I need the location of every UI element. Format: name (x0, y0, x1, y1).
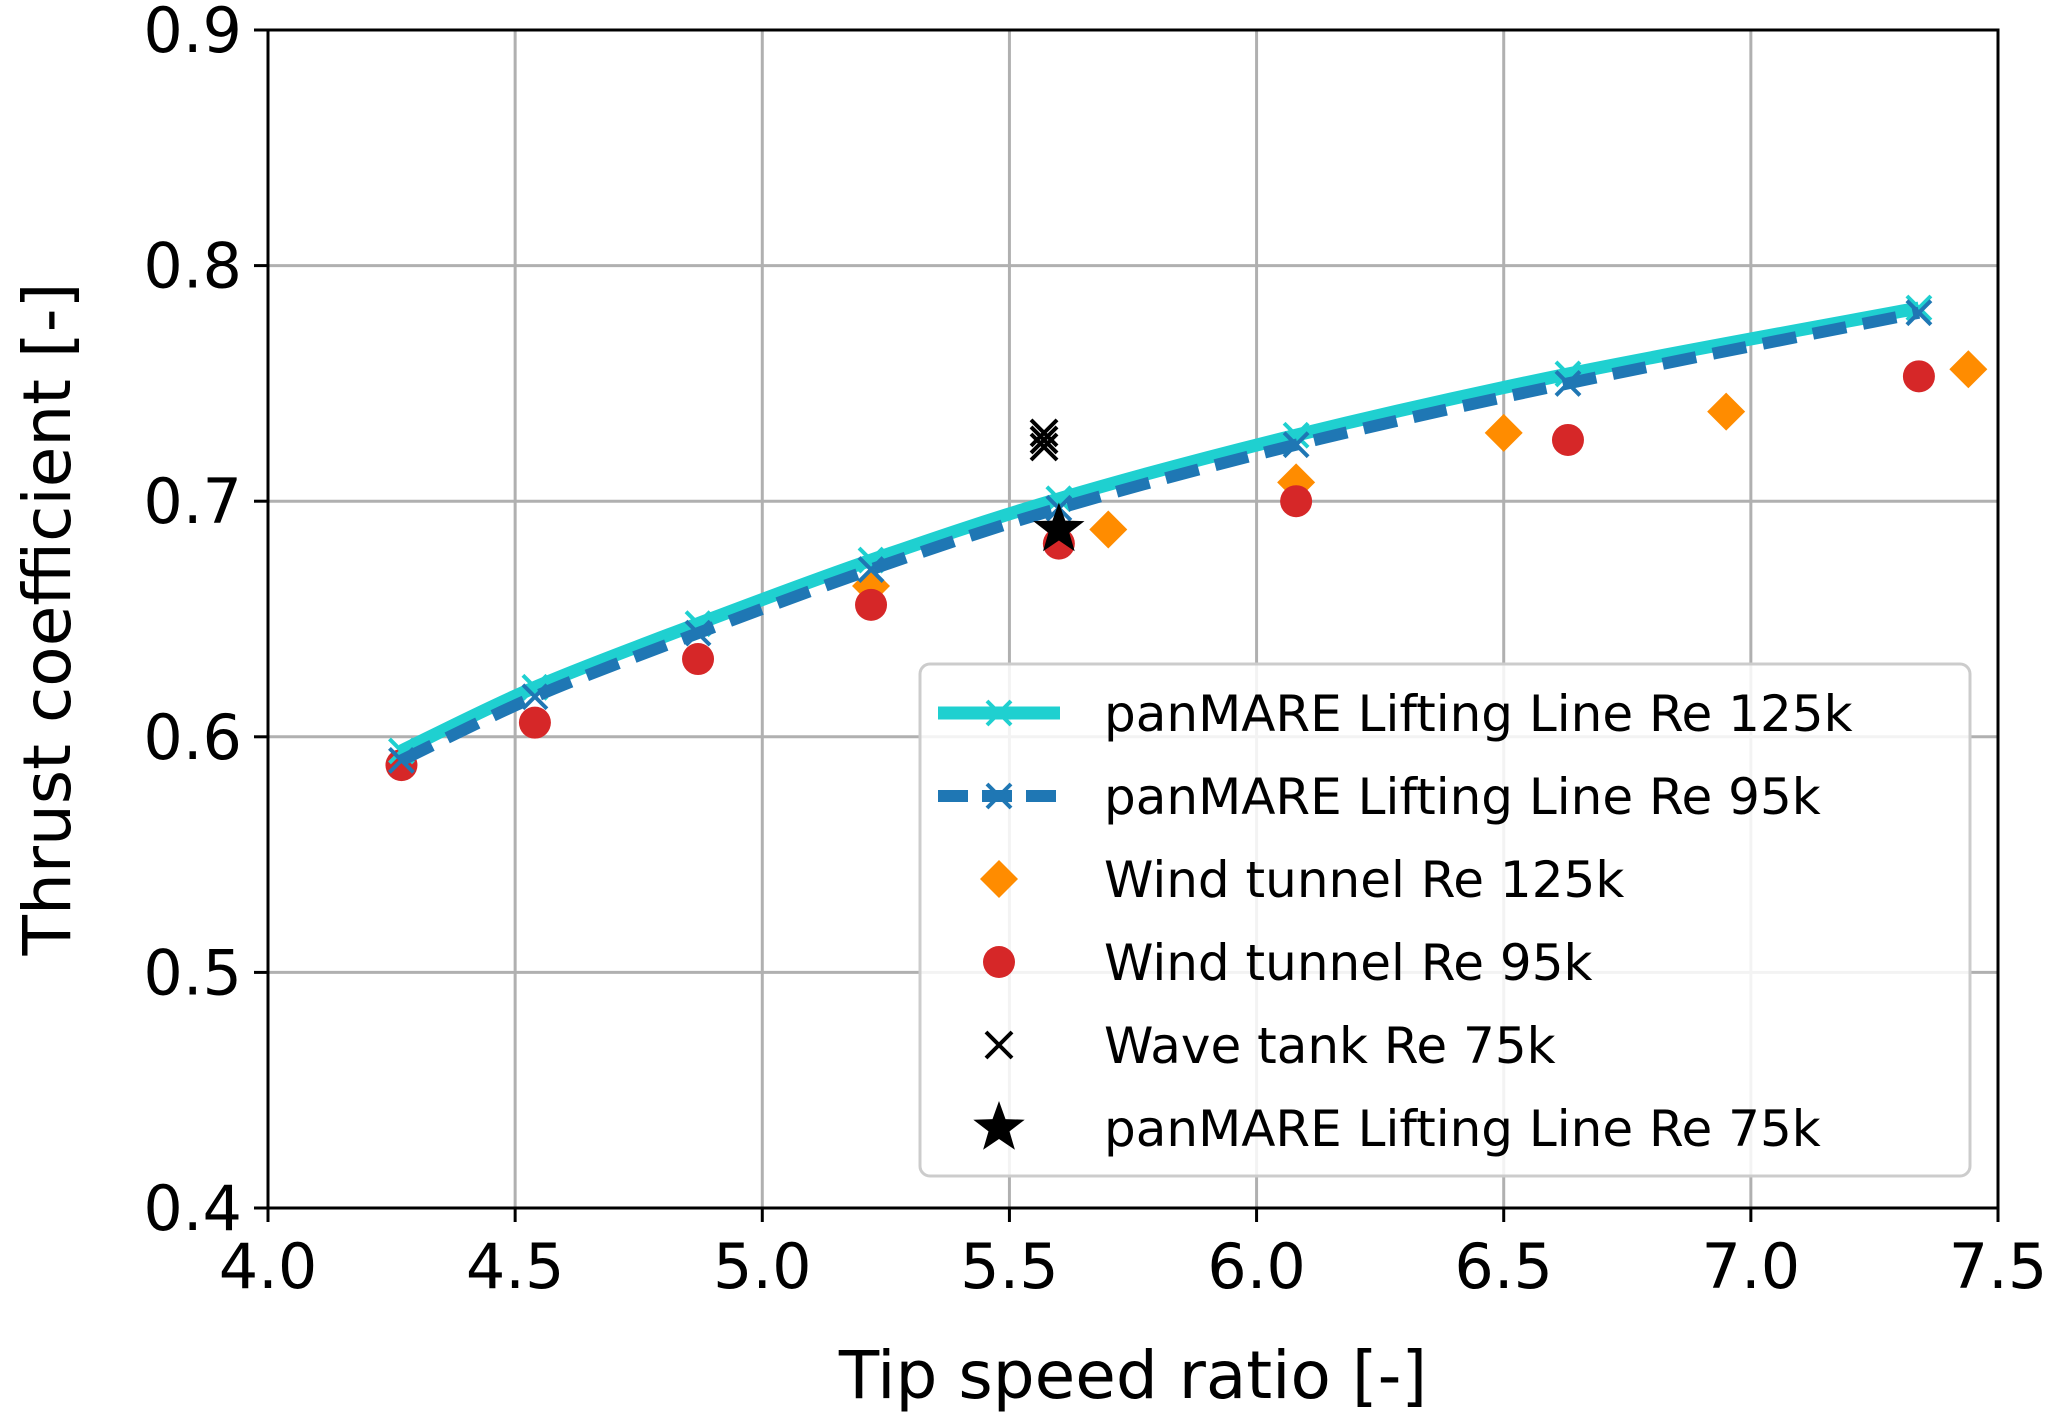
data-point-x (984, 1030, 1014, 1060)
data-point-circle (1902, 360, 1935, 393)
legend-item: panMARE Lifting Line Re 125k (938, 685, 1853, 743)
legend: panMARE Lifting Line Re 125k panMARE Lift… (918, 662, 1972, 1178)
data-point-x (1045, 485, 1073, 513)
y-tick-label: 0.9 (143, 0, 242, 67)
legend-label: panMARE Lifting Line Re 95k (1104, 768, 1821, 826)
legend-label: Wind tunnel Re 125k (1104, 851, 1624, 909)
data-point-x (1905, 299, 1933, 327)
data-point-x (521, 683, 549, 711)
data-point-circle (1280, 485, 1313, 518)
data-point-circle (1551, 423, 1584, 456)
data-point-x (1029, 425, 1059, 455)
series-layer (385, 294, 1988, 782)
series-4 (1029, 418, 1059, 462)
x-tick-label: 6.0 (1207, 1230, 1306, 1303)
x-tick-label: 7.5 (1949, 1230, 2048, 1303)
legend-item: Wave tank Re 75k (984, 1017, 1556, 1075)
data-point-x (1554, 369, 1582, 397)
series-5 (1033, 502, 1085, 552)
series-1 (388, 299, 1933, 774)
x-tick-label: 4.0 (219, 1230, 318, 1303)
data-point-x (1029, 432, 1059, 462)
data-point-x (1905, 294, 1933, 322)
data-point-x (1029, 418, 1059, 448)
legend-label: panMARE Lifting Line Re 125k (1104, 685, 1853, 743)
data-point-diamond (1484, 413, 1523, 452)
x-tick-label: 5.0 (713, 1230, 812, 1303)
y-tick-label: 0.6 (143, 701, 242, 774)
data-point-diamond (1949, 350, 1988, 389)
legend-label: panMARE Lifting Line Re 75k (1104, 1100, 1821, 1158)
y-tick-label: 0.5 (143, 936, 242, 1009)
plot-frame (266, 28, 2000, 1210)
data-point-diamond (1707, 392, 1746, 431)
legend-box (918, 662, 1972, 1178)
x-tick-label: 7.0 (1702, 1230, 1801, 1303)
legend-marker (985, 699, 1013, 727)
series-2 (852, 350, 1988, 606)
y-tick-label: 0.4 (143, 1172, 242, 1245)
y-tick-label: 0.8 (143, 230, 242, 303)
data-point-x (857, 556, 885, 583)
data-point-x (1282, 431, 1310, 459)
data-point-x (388, 746, 415, 774)
data-point-circle (855, 588, 888, 621)
y-tick-label: 0.7 (143, 465, 242, 538)
x-tick-label: 5.5 (960, 1230, 1059, 1303)
legend-item: Wind tunnel Re 95k (983, 934, 1593, 992)
x-axis-label: Tip speed ratio [-] (838, 1337, 1427, 1414)
legend-item: Wind tunnel Re 125k (980, 851, 1624, 909)
data-point-circle (682, 643, 715, 676)
legend-label: Wave tank Re 75k (1104, 1017, 1556, 1075)
legend-item: panMARE Lifting Line Re 75k (973, 1100, 1821, 1158)
legend-marker (985, 782, 1013, 810)
x-tick-label: 4.5 (466, 1230, 565, 1303)
data-point-star (1033, 502, 1085, 552)
data-point-star (973, 1101, 1025, 1150)
x-tick-label: 6.5 (1454, 1230, 1553, 1303)
legend-item: panMARE Lifting Line Re 95k (938, 768, 1821, 826)
data-point-diamond (1089, 510, 1128, 549)
legend-label: Wind tunnel Re 95k (1104, 934, 1593, 992)
data-point-circle (518, 706, 551, 739)
data-point-x (684, 619, 712, 647)
data-point-circle (983, 946, 1015, 978)
y-axis-label: Thrust coefficient [-] (9, 283, 86, 957)
data-point-diamond (980, 860, 1018, 898)
axis-ticks: 4.0 4.5 5.0 5.5 6.0 6.5 7.0 7.5 0.4 0.5 0.6 0.7 0.8 0… (143, 0, 2047, 1303)
